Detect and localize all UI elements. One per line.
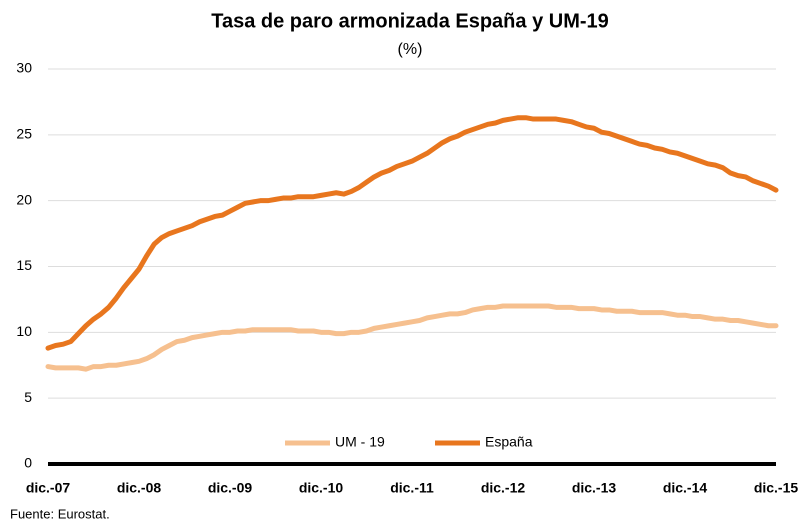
x-tick-label: dic.-09	[208, 480, 253, 496]
x-tick-label: dic.-10	[299, 480, 344, 496]
y-tick-label: 30	[16, 60, 32, 76]
y-tick-label: 20	[16, 191, 32, 207]
y-tick-label: 25	[16, 126, 32, 142]
chart-subtitle: (%)	[398, 41, 423, 58]
y-tick-label: 10	[16, 323, 32, 339]
data-line	[45, 115, 779, 351]
x-tick-label: dic.-12	[481, 480, 526, 496]
y-tick-label: 15	[16, 257, 32, 273]
x-tick-label: dic.-11	[390, 480, 434, 496]
x-tick-label: dic.-08	[117, 480, 162, 496]
source: Fuente: Eurostat.	[10, 506, 110, 521]
x-tick-label: dic.-07	[26, 480, 71, 496]
x-tick-label: dic.-13	[572, 480, 617, 496]
x-tick-label: dic.-15	[754, 480, 799, 496]
y-tick-label: 0	[24, 455, 32, 471]
legend-label: UM - 19	[335, 434, 385, 450]
x-tick-label: dic.-14	[663, 480, 708, 496]
data-line	[45, 303, 779, 372]
chart-title: Tasa de paro armonizada España y UM-19	[211, 10, 609, 32]
y-tick-label: 5	[24, 389, 32, 405]
legend-label: España	[485, 434, 533, 450]
